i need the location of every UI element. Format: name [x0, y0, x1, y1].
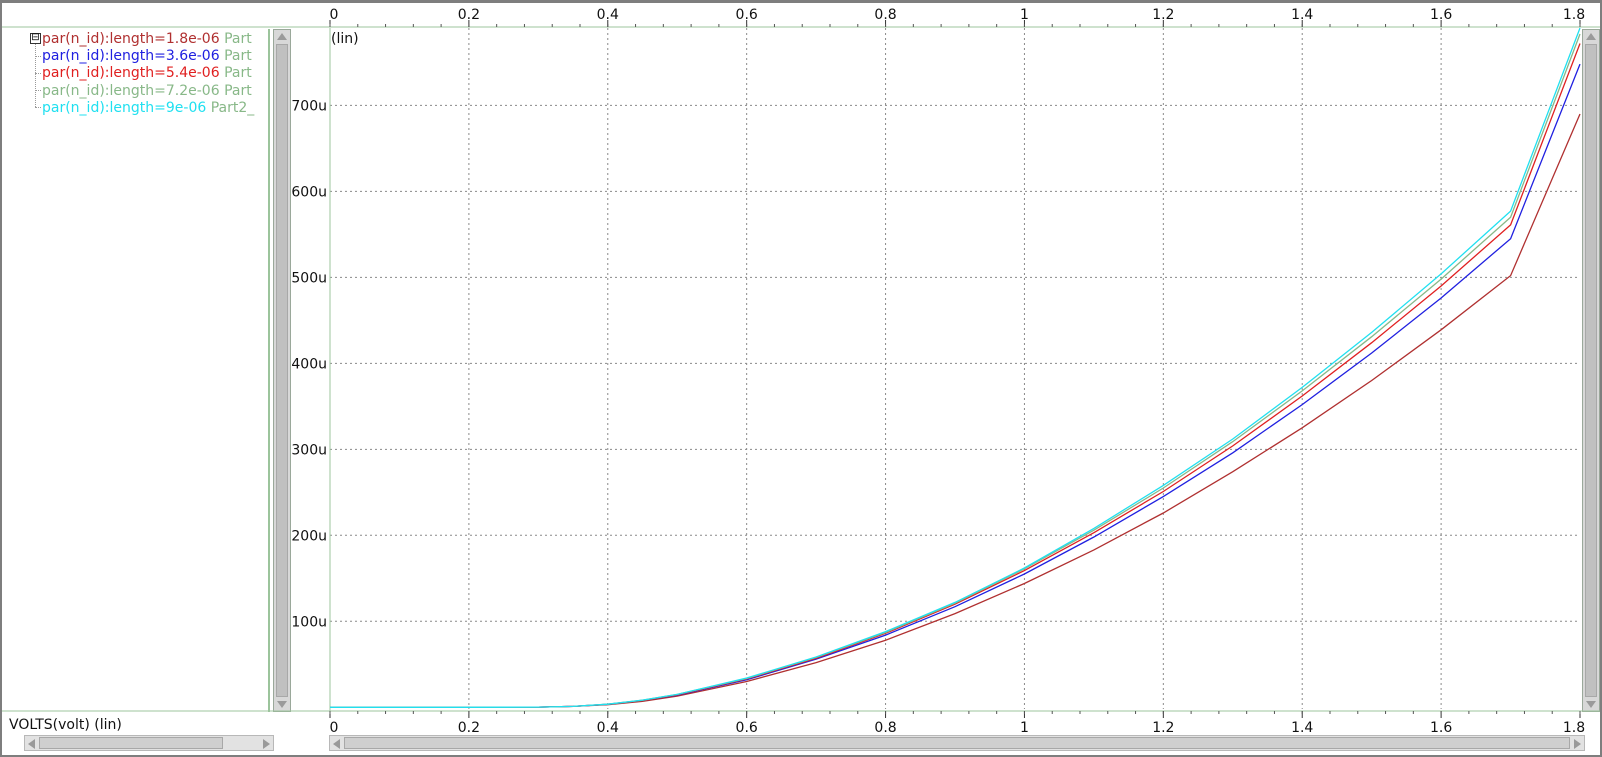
plot-horizontal-scrollbar[interactable]: [329, 735, 1585, 751]
x-bottom-tick-label: 0: [330, 720, 339, 736]
legend-item[interactable]: par(n_id):length=3.6e-06 Part: [42, 48, 252, 65]
x-top-tick-label: 1: [1020, 7, 1029, 23]
scroll-right-arrow-icon[interactable]: [263, 739, 270, 749]
x-bottom-tick-label: 0.8: [874, 720, 896, 736]
x-top-tick-label: 0.2: [458, 7, 480, 23]
scroll-up-arrow-icon[interactable]: [277, 33, 287, 40]
scroll-down-arrow-icon[interactable]: [1586, 701, 1596, 708]
x-top-tick-label: 0.4: [597, 7, 619, 23]
legend-tree-branch: [35, 56, 41, 57]
y-tick-label: 200u: [291, 528, 327, 544]
legend-tree-branch: [35, 107, 41, 108]
legend-item[interactable]: par(n_id):length=1.8e-06 Part: [42, 31, 252, 48]
legend-tree-branch: [35, 73, 41, 74]
x-bottom-tick-label: 0.2: [458, 720, 480, 736]
legend-vertical-scrollbar[interactable]: [273, 29, 291, 712]
y-tick-label: 600u: [291, 184, 327, 200]
plot-hscroll-thumb[interactable]: [344, 737, 1570, 749]
plot-vertical-scrollbar[interactable]: [1582, 29, 1600, 712]
x-bottom-tick-label: 0.4: [597, 720, 619, 736]
y-tick-label: 500u: [291, 270, 327, 286]
series-line: [330, 43, 1581, 708]
x-top-tick-label: 1.2: [1152, 7, 1174, 23]
scroll-down-arrow-icon[interactable]: [277, 701, 287, 708]
legend-panel-border: [268, 29, 270, 712]
x-top-tick-label: 1.4: [1291, 7, 1313, 23]
legend-item-part: Part2_: [206, 99, 255, 116]
scroll-left-arrow-icon[interactable]: [333, 739, 340, 749]
legend-item-label: par(n_id):length=5.4e-06: [42, 65, 220, 82]
x-bottom-tick-label: 1: [1020, 720, 1029, 736]
series-line: [330, 113, 1581, 708]
scroll-left-arrow-icon[interactable]: [28, 739, 35, 749]
legend-tree-branch: [35, 90, 41, 91]
scroll-up-arrow-icon[interactable]: [1586, 33, 1596, 40]
series-line: [330, 63, 1581, 708]
x-top-tick-label: 0.8: [874, 7, 896, 23]
legend-item-part: Part: [219, 48, 252, 65]
y-tick-label: 700u: [291, 98, 327, 114]
x-bottom-tick-label: 1.2: [1152, 720, 1174, 736]
y-scale-label: (lin): [331, 31, 359, 47]
series-line: [330, 27, 1581, 708]
legend-item-label: par(n_id):length=7.2e-06: [42, 82, 220, 99]
legend-item-label: par(n_id):length=9e-06: [42, 99, 207, 116]
legend-item-part: Part: [219, 65, 252, 82]
legend-panel: ⊟ par(n_id):length=1.8e-06 Part par(n_id)…: [2, 29, 268, 712]
x-top-tick-label: 1.6: [1430, 7, 1452, 23]
legend-item[interactable]: par(n_id):length=5.4e-06 Part: [42, 65, 252, 82]
legend-horizontal-scrollbar[interactable]: [24, 735, 274, 751]
legend-item[interactable]: par(n_id):length=7.2e-06 Part: [42, 83, 252, 100]
legend-tree-line: [35, 44, 36, 107]
collapse-tree-icon[interactable]: ⊟: [30, 32, 41, 44]
legend-item[interactable]: par(n_id):length=9e-06 Part2_: [42, 100, 254, 117]
legend-item-label: par(n_id):length=1.8e-06: [42, 31, 220, 47]
y-tick-label: 300u: [291, 442, 327, 458]
y-tick-label: 400u: [291, 356, 327, 372]
legend-item-label: par(n_id):length=3.6e-06: [42, 48, 220, 65]
x-bottom-tick-label: 0.6: [736, 720, 758, 736]
legend-item-part: Part: [219, 82, 252, 99]
x-axis-label: VOLTS(volt) (lin): [9, 717, 122, 733]
plot-scroll-thumb[interactable]: [1585, 44, 1597, 697]
x-bottom-tick-label: 1.4: [1291, 720, 1313, 736]
legend-hscroll-thumb[interactable]: [39, 737, 223, 749]
x-top-tick-label: 1.8: [1563, 7, 1585, 23]
y-tick-label: 100u: [291, 614, 327, 630]
legend-scroll-thumb[interactable]: [276, 44, 288, 697]
legend-item-part: Part: [219, 31, 252, 47]
x-bottom-tick-label: 1.8: [1563, 720, 1585, 736]
x-top-tick-label: 0.6: [736, 7, 758, 23]
scroll-right-arrow-icon[interactable]: [1574, 739, 1581, 749]
x-top-tick-label: 0: [330, 7, 339, 23]
x-bottom-tick-label: 1.6: [1430, 720, 1452, 736]
